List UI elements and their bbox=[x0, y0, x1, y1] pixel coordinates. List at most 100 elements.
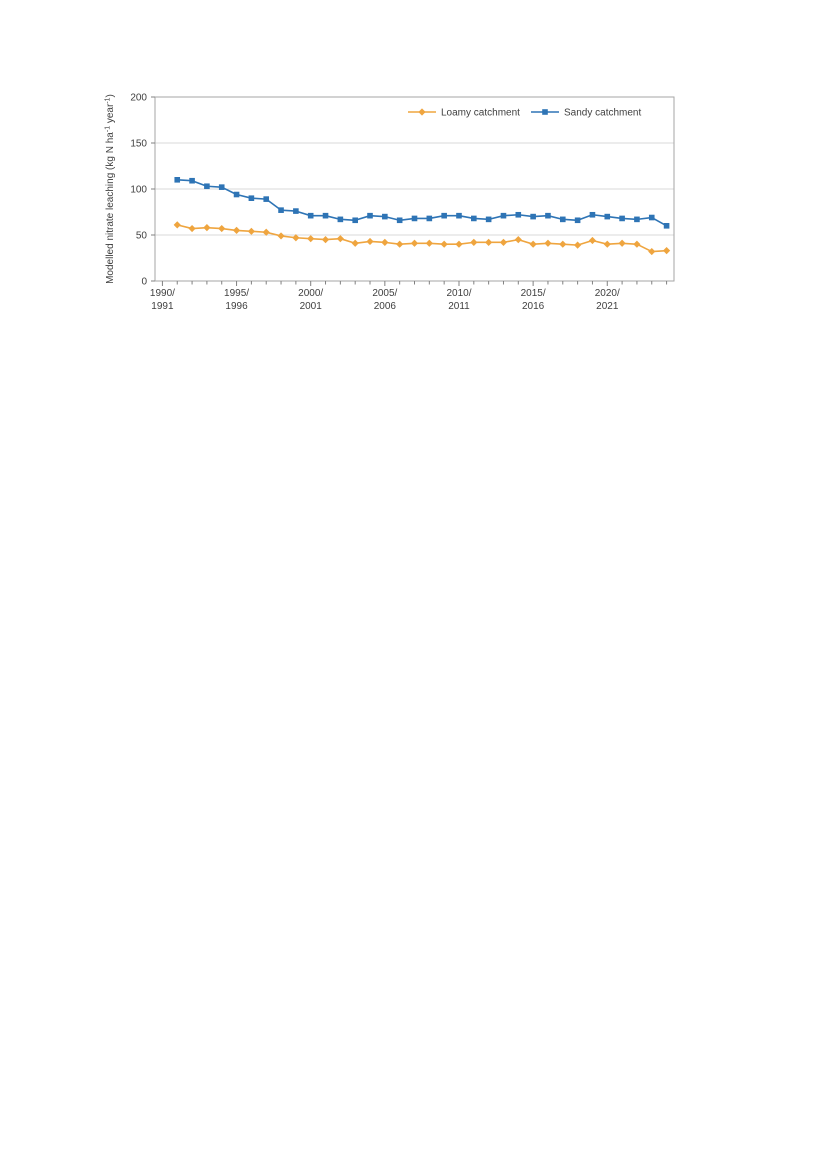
data-point-2017-18 bbox=[574, 241, 582, 249]
data-point-2003-04 bbox=[367, 212, 373, 219]
data-point-2012-13 bbox=[499, 238, 508, 246]
series-loamy-catchment bbox=[173, 221, 671, 256]
data-point-2020-21 bbox=[618, 239, 626, 247]
x-tick-label-bottom-2015: 2016 bbox=[522, 301, 545, 312]
data-point-1991-92 bbox=[188, 224, 196, 233]
data-point-2018-19 bbox=[588, 236, 597, 245]
data-point-2019-20 bbox=[603, 240, 611, 248]
x-tick-label-bottom-2005: 2006 bbox=[374, 301, 397, 312]
x-tick-label-bottom-2000: 2001 bbox=[300, 301, 323, 312]
data-point-2023-24 bbox=[663, 223, 670, 229]
gridlines bbox=[155, 142, 674, 236]
legend-label: Sandy catchment bbox=[564, 108, 641, 119]
data-point-2016-17 bbox=[559, 216, 566, 223]
data-point-2008-09 bbox=[440, 240, 448, 248]
data-point-1992-93 bbox=[203, 224, 211, 232]
data-point-2019-20 bbox=[604, 213, 611, 220]
data-point-1996-97 bbox=[263, 196, 270, 202]
data-point-2002-03 bbox=[351, 239, 359, 247]
data-point-2006-07 bbox=[411, 215, 418, 222]
data-point-2009-10 bbox=[456, 212, 462, 219]
data-point-1993-94 bbox=[218, 184, 225, 190]
x-tick-label-bottom-1995: 1996 bbox=[225, 301, 248, 312]
x-tick-label-top-1990: 1990/ bbox=[150, 288, 175, 299]
legend-label: Loamy catchment bbox=[441, 108, 520, 119]
data-point-1998-99 bbox=[293, 208, 299, 214]
data-point-2003-04 bbox=[366, 237, 374, 246]
data-point-2016-17 bbox=[559, 240, 567, 248]
data-point-1990-91 bbox=[174, 177, 181, 183]
data-point-1997-98 bbox=[277, 232, 285, 240]
data-point-2017-18 bbox=[574, 217, 581, 224]
data-point-1992-93 bbox=[204, 183, 210, 190]
data-point-2021-22 bbox=[633, 240, 641, 248]
x-tick-label-top-2020: 2020/ bbox=[595, 288, 620, 299]
data-point-1994-95 bbox=[232, 226, 241, 234]
series-line bbox=[177, 224, 667, 253]
line-chart: 0 50 100 150 200 1990/1991 1995/1996 2000/2001 2… bbox=[105, 93, 675, 312]
legend-marker-square bbox=[542, 109, 548, 115]
x-tick-label-top-1995: 1995/ bbox=[224, 288, 249, 299]
legend: Loamy catchment Sandy catchment bbox=[408, 108, 641, 119]
data-point-2011-12 bbox=[485, 216, 492, 223]
y-axis-title-part: year bbox=[105, 103, 116, 126]
data-point-2001-02 bbox=[337, 216, 344, 223]
data-point-2010-11 bbox=[471, 215, 477, 222]
data-point-2015-16 bbox=[544, 239, 552, 247]
x-tick-label-bottom-2020: 2021 bbox=[596, 301, 619, 312]
y-axis-title: Modelled nitrate leaching (kg N ha-1​ ye… bbox=[105, 94, 117, 284]
data-point-2012-13 bbox=[500, 212, 507, 219]
data-point-2023-24 bbox=[662, 247, 671, 255]
y-tick-label-0: 0 bbox=[141, 277, 147, 288]
x-tick-label-top-2005: 2005/ bbox=[372, 288, 397, 299]
y-axis-title-part: Modelled nitrate leaching (kg N ha bbox=[105, 132, 116, 284]
x-tick-label-bottom-1990: 1991 bbox=[151, 301, 174, 312]
x-tick-label-top-2015: 2015/ bbox=[521, 288, 546, 299]
data-point-2004-05 bbox=[381, 238, 389, 246]
y-tick-label-100: 100 bbox=[130, 185, 147, 196]
data-point-1997-98 bbox=[278, 207, 284, 213]
data-point-2006-07 bbox=[410, 239, 419, 247]
y-tick-label-50: 50 bbox=[136, 231, 148, 242]
data-point-2007-08 bbox=[425, 239, 433, 247]
data-point-2002-03 bbox=[352, 217, 358, 224]
data-point-2010-11 bbox=[470, 238, 478, 246]
legend-item-loamy-catchment: Loamy catchment bbox=[408, 108, 520, 119]
y-axis: 0 50 100 150 200 bbox=[130, 93, 155, 288]
data-point-1998-99 bbox=[292, 234, 300, 242]
x-axis: 1990/1991 1995/1996 2000/2001 2005/2006 2010… bbox=[150, 281, 668, 312]
data-point-2018-19 bbox=[589, 211, 596, 218]
data-point-1996-97 bbox=[262, 228, 270, 236]
nitrate-leaching-chart-figure: 0 50 100 150 200 1990/1991 1995/1996 2000/2001 2… bbox=[0, 0, 827, 340]
data-point-2011-12 bbox=[485, 238, 493, 246]
data-point-2014-15 bbox=[530, 213, 536, 220]
legend-marker-diamond bbox=[418, 108, 426, 116]
data-point-2020-21 bbox=[619, 215, 625, 222]
data-point-2022-23 bbox=[648, 247, 656, 256]
series-line bbox=[177, 179, 667, 227]
data-point-2015-16 bbox=[545, 212, 551, 219]
data-point-1994-95 bbox=[233, 191, 240, 198]
data-point-1993-94 bbox=[218, 224, 226, 233]
data-point-2014-15 bbox=[529, 240, 537, 248]
y-axis-title-part: ) bbox=[105, 94, 116, 97]
data-point-2009-10 bbox=[455, 240, 463, 248]
data-point-2004-05 bbox=[382, 213, 388, 220]
data-point-1995-96 bbox=[247, 227, 255, 235]
data-point-2013-14 bbox=[515, 211, 522, 218]
data-point-2005-06 bbox=[396, 240, 404, 248]
superscript-minus-one: -1 bbox=[105, 126, 112, 132]
data-point-2008-09 bbox=[441, 212, 447, 219]
y-tick-label-150: 150 bbox=[130, 139, 147, 150]
x-tick-label-top-2010: 2010/ bbox=[446, 288, 471, 299]
data-point-1999-00 bbox=[307, 212, 314, 219]
data-point-1991-92 bbox=[189, 177, 195, 184]
data-point-1995-96 bbox=[248, 195, 255, 201]
series-sandy-catchment bbox=[174, 177, 670, 229]
data-point-2000-01 bbox=[322, 212, 329, 219]
x-tick-label-top-2000: 2000/ bbox=[298, 288, 323, 299]
superscript-minus-one: -1 bbox=[105, 97, 112, 103]
data-point-2022-23 bbox=[648, 214, 655, 221]
data-point-2013-14 bbox=[514, 236, 522, 244]
data-point-1990-91 bbox=[173, 221, 181, 229]
